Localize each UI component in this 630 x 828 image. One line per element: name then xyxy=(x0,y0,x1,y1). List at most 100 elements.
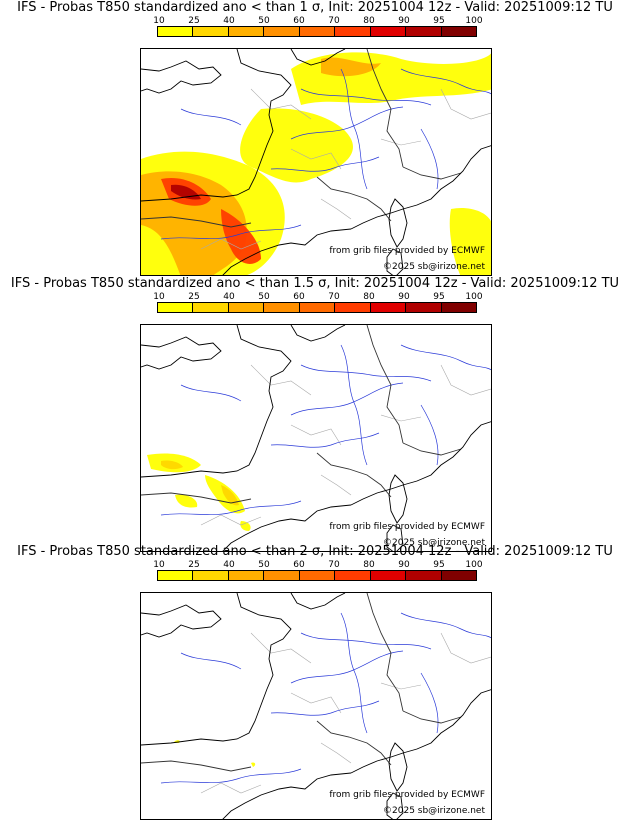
coastline xyxy=(290,49,346,66)
admin-boundary xyxy=(320,742,352,764)
colorbar-segment xyxy=(335,303,371,312)
colorbar-ticks: 10 25 40 50 60 70 80 90 95 100 xyxy=(140,292,500,302)
colorbar-tick-95: 95 xyxy=(433,560,445,570)
colorbar-tick-90: 90 xyxy=(398,16,410,26)
copyright-credit: ©2025 sb@irizone.net xyxy=(383,262,485,272)
country-border xyxy=(141,216,252,228)
panel-title: IFS - Probas T850 standardized ano < tha… xyxy=(10,276,620,291)
colorbar-segment xyxy=(299,303,336,312)
probability-area xyxy=(321,57,381,77)
river-line xyxy=(340,68,368,190)
probability-area xyxy=(175,494,198,508)
source-credit: from grib files provided by ECMWF xyxy=(329,246,485,256)
colorbar-segment xyxy=(228,27,265,36)
river-line xyxy=(160,500,302,516)
colorbar-segment xyxy=(299,571,336,580)
river-line xyxy=(300,88,432,106)
river-line xyxy=(290,382,404,416)
coastline xyxy=(388,742,408,792)
colorbar-ticks: 10 25 40 50 60 70 80 90 95 100 xyxy=(140,560,500,570)
colorbar-segment xyxy=(193,571,229,580)
copyright-credit: ©2025 sb@irizone.net xyxy=(383,538,485,548)
map-panel-3: IFS - Probas T850 standardized ano < tha… xyxy=(0,544,630,820)
river-line xyxy=(270,156,380,172)
admin-boundary xyxy=(380,138,422,146)
river-line xyxy=(180,384,242,402)
colorbar-tick-90: 90 xyxy=(398,292,410,302)
admin-boundary xyxy=(200,238,262,250)
map-svg xyxy=(141,325,491,551)
colorbar xyxy=(157,570,477,581)
colorbar-segment xyxy=(335,27,371,36)
country-border xyxy=(366,593,404,712)
river-line xyxy=(420,404,439,466)
admin-boundary xyxy=(440,364,491,396)
colorbar-tick-100: 100 xyxy=(465,292,483,302)
river-line xyxy=(300,632,432,650)
colorbar-segment xyxy=(158,303,194,312)
map-area: from grib files provided by ECMWF ©2025 … xyxy=(140,48,492,276)
admin-boundary xyxy=(320,198,352,220)
colorbar-tick-10: 10 xyxy=(153,560,165,570)
river-line xyxy=(270,700,380,716)
admin-boundary xyxy=(200,514,262,526)
colorbar-tick-95: 95 xyxy=(433,292,445,302)
admin-boundary xyxy=(440,88,491,120)
probability-area xyxy=(221,485,239,506)
coastline xyxy=(290,325,346,342)
source-credit: from grib files provided by ECMWF xyxy=(329,790,485,800)
colorbar-tick-90: 90 xyxy=(398,560,410,570)
country-border xyxy=(316,176,392,222)
colorbar-tick-40: 40 xyxy=(223,560,235,570)
colorbar-segment xyxy=(264,303,300,312)
colorbar-tick-80: 80 xyxy=(363,560,375,570)
probability-area xyxy=(291,52,491,105)
colorbar-tick-100: 100 xyxy=(465,16,483,26)
colorbar-tick-60: 60 xyxy=(293,560,305,570)
colorbar-segment xyxy=(370,571,407,580)
colorbar-tick-40: 40 xyxy=(223,16,235,26)
coastline xyxy=(222,228,352,275)
map-svg xyxy=(141,593,491,819)
colorbar-tick-40: 40 xyxy=(223,292,235,302)
river-line xyxy=(400,344,491,371)
probability-area xyxy=(240,108,353,183)
probability-area xyxy=(449,208,491,275)
colorbar-tick-25: 25 xyxy=(188,292,200,302)
colorbar-tick-95: 95 xyxy=(433,16,445,26)
colorbar-tick-50: 50 xyxy=(258,560,270,570)
admin-boundary xyxy=(380,682,422,690)
colorbar-tick-80: 80 xyxy=(363,292,375,302)
coastline xyxy=(141,593,292,746)
river-line xyxy=(290,650,404,684)
probability-area xyxy=(141,171,247,275)
probability-area xyxy=(251,762,256,767)
country-border xyxy=(366,49,404,168)
coastline xyxy=(222,772,352,819)
coastline xyxy=(386,524,404,551)
probability-area xyxy=(240,521,251,531)
admin-boundary xyxy=(440,632,491,664)
panel-title: IFS - Probas T850 standardized ano < tha… xyxy=(17,544,613,559)
colorbar-tick-100: 100 xyxy=(465,560,483,570)
colorbar-tick-60: 60 xyxy=(293,16,305,26)
river-line xyxy=(420,128,439,190)
colorbar-segment xyxy=(441,27,476,36)
river-line xyxy=(400,68,491,95)
river-line xyxy=(270,432,380,448)
map-panel-2: IFS - Probas T850 standardized ano < tha… xyxy=(0,276,630,552)
coastline xyxy=(141,604,222,638)
coastline xyxy=(141,325,292,478)
coastline xyxy=(350,421,491,506)
map-panel-1: IFS - Probas T850 standardized ano < tha… xyxy=(0,0,630,276)
admin-boundary xyxy=(320,474,352,496)
admin-boundary xyxy=(250,88,312,120)
source-credit: from grib files provided by ECMWF xyxy=(329,522,485,532)
colorbar-segment xyxy=(158,27,194,36)
colorbar-tick-50: 50 xyxy=(258,292,270,302)
copyright-credit: ©2025 sb@irizone.net xyxy=(383,806,485,816)
coastline xyxy=(141,60,222,94)
coastline xyxy=(388,474,408,524)
country-border xyxy=(402,442,462,456)
river-line xyxy=(340,344,368,466)
